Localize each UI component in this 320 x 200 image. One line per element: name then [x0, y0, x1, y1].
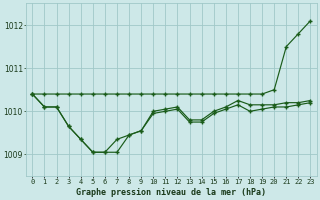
X-axis label: Graphe pression niveau de la mer (hPa): Graphe pression niveau de la mer (hPa)	[76, 188, 267, 197]
